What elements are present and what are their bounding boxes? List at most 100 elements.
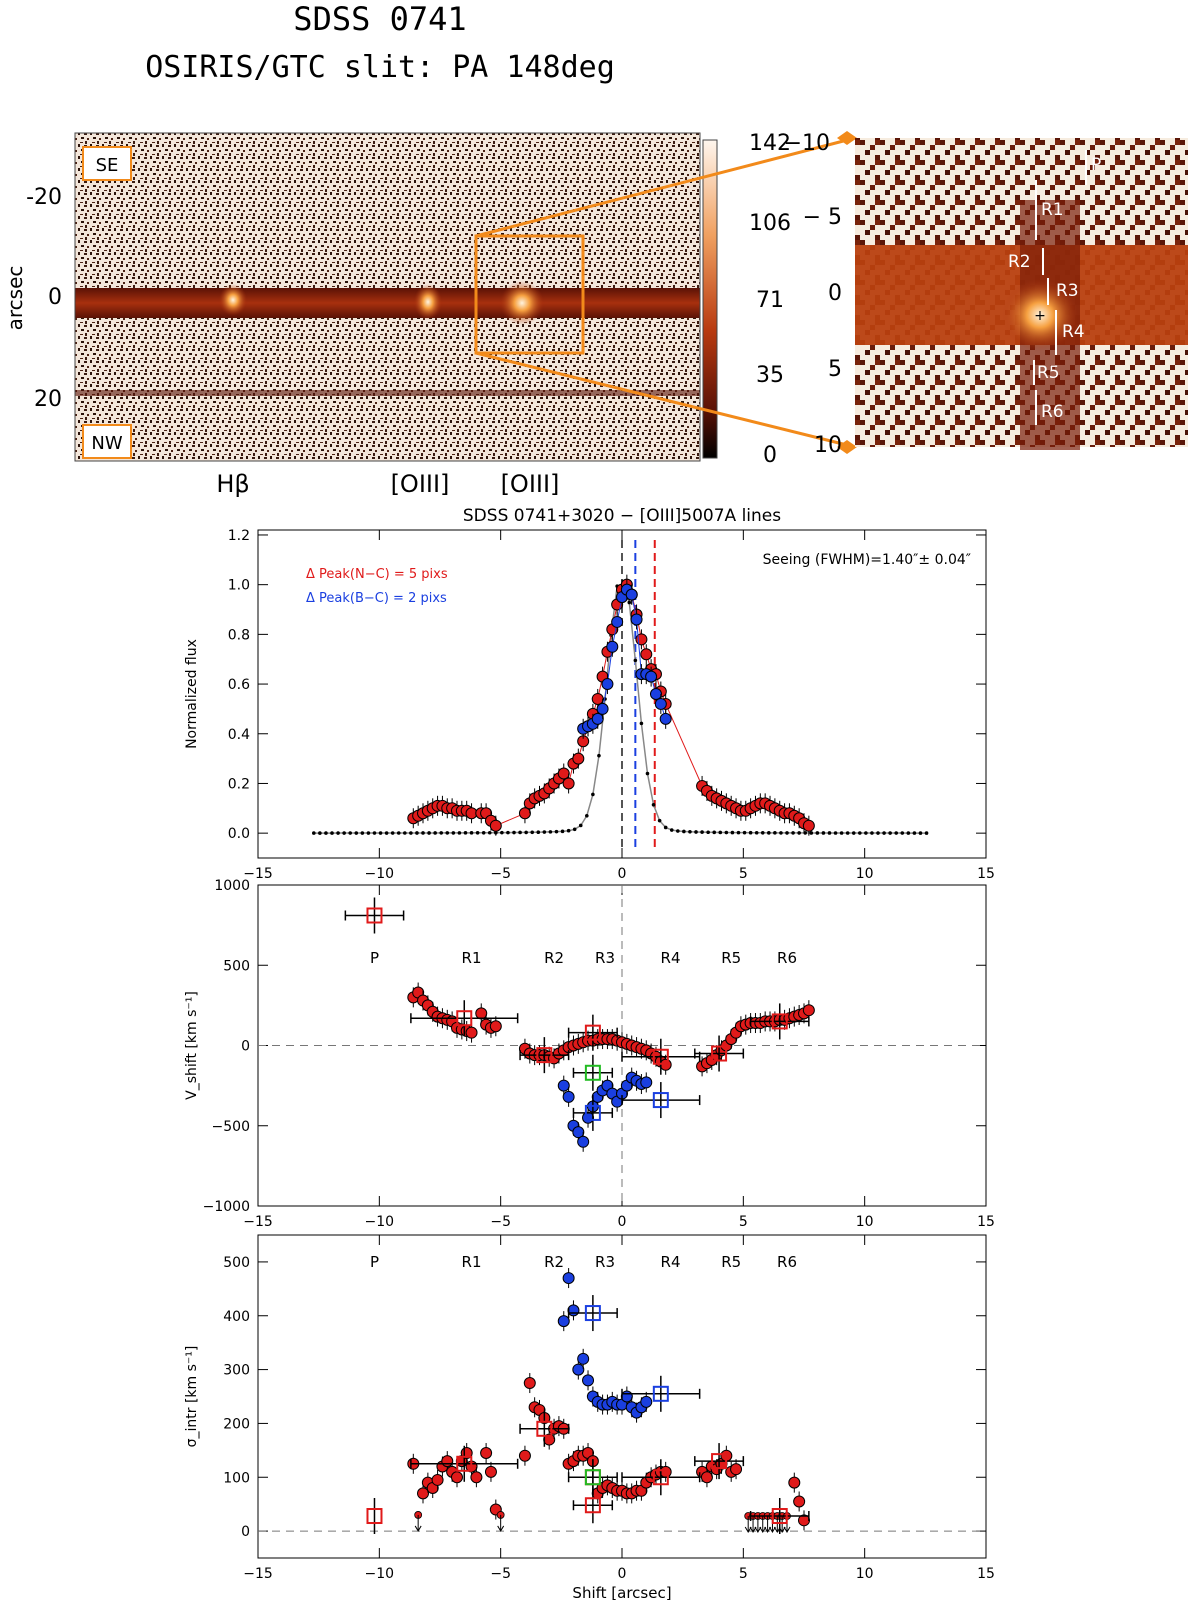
region-marker: [584, 1497, 601, 1514]
x-tick-label: 10: [856, 1566, 874, 1582]
x-tick-label: −10: [365, 866, 395, 882]
page-subtitle: OSIRIS/GTC slit: PA 148deg: [145, 50, 615, 85]
y-tick-label: 1000: [214, 878, 250, 894]
region-marker: [366, 1508, 383, 1525]
psf-point: [342, 831, 346, 835]
y-tick-label: 1.2: [228, 528, 250, 544]
psf-point: [372, 831, 377, 835]
psf-point: [518, 830, 522, 835]
x-tick-label: 0: [618, 1214, 627, 1230]
nucleus-marker: +: [1034, 308, 1046, 324]
region-marker: [771, 1013, 788, 1030]
zoom-ytick: − 5: [803, 205, 842, 230]
psf-point: [360, 831, 365, 835]
psf-point: [754, 830, 759, 835]
region-label-r5: R5: [1037, 363, 1060, 383]
connector-diamond-top: [837, 131, 857, 145]
vshift-panel: −15 −10 −5 0 5 10 15 −1000 −500 0 500 1000 V_shift […: [184, 878, 995, 1230]
psf-point: [682, 829, 686, 834]
psf-point: [506, 830, 510, 835]
continuum-band: [75, 288, 700, 318]
x-tick-label: 10: [856, 1214, 874, 1230]
psf-point: [797, 831, 801, 835]
zoom-panel: + −10 − 5 0 5 10 P R1 R2 R3 R4 R5 R6: [784, 131, 1188, 458]
region-label: R2: [544, 1253, 564, 1271]
region-marker: [456, 1455, 473, 1472]
psf-point: [639, 721, 644, 726]
psf-point: [560, 829, 565, 834]
sigma-panel: −15 −10 −5 0 5 10 15 0 100 200 300 400 500 σ_intr [km…: [184, 1234, 995, 1602]
region-marker: [584, 1104, 601, 1121]
psf-point: [888, 831, 892, 835]
psf-point: [354, 831, 359, 835]
psf-point: [906, 831, 911, 835]
psf-point: [876, 831, 880, 835]
y-tick-label: −500: [212, 1119, 250, 1135]
upper-limit-arrowhead: [497, 1525, 505, 1532]
data-point-broad: [659, 712, 672, 725]
y-tick-label: 0.8: [228, 627, 250, 643]
data-point-broad: [654, 697, 667, 710]
psf-point: [554, 829, 559, 834]
series-line-narrow: [413, 583, 810, 827]
psf-point: [663, 825, 668, 830]
region-label: R1: [462, 1253, 482, 1271]
x-tick-label: 15: [977, 1214, 995, 1230]
data-point-narrow: [659, 1465, 672, 1478]
se-label: SE: [96, 155, 119, 176]
x-tick-label: 0: [618, 1566, 627, 1582]
upper-limit-arrowhead: [744, 1526, 752, 1533]
y-tick-label: 0.6: [228, 677, 250, 693]
x-tick-label: −15: [243, 1566, 273, 1582]
psf-point: [348, 831, 353, 835]
se-label-box: [82, 146, 132, 181]
region-label: R4: [661, 949, 681, 967]
y-tick-label: 1.0: [228, 578, 250, 594]
data-point-narrow: [480, 1447, 493, 1460]
data-point-narrow: [475, 1007, 488, 1020]
y-tick-label: 200: [223, 1416, 250, 1432]
data-point-narrow: [730, 1463, 743, 1476]
region-marker: [536, 1420, 553, 1437]
colorbar-tick: 0: [763, 443, 777, 468]
data-point-broad: [645, 670, 658, 683]
region-label-p: P: [1091, 155, 1101, 175]
data-point-narrow: [441, 1455, 454, 1468]
psf-point: [724, 830, 729, 835]
region-marker: [652, 1048, 669, 1065]
annotation-seeing: Seeing (FWHM)=1.40″± 0.04″: [763, 552, 971, 568]
data-point-broad: [577, 1352, 590, 1365]
zoom-connector-top: [475, 136, 856, 238]
data-point-narrow: [788, 1476, 801, 1489]
region-marker: [584, 1024, 601, 1041]
psf-point: [396, 831, 401, 835]
psf-point: [566, 828, 571, 833]
psf-point: [748, 830, 753, 835]
data-point-narrow: [700, 1471, 713, 1484]
x-tick-label: −15: [243, 866, 273, 882]
x-tick-label: 5: [739, 1214, 748, 1230]
region-label: R5: [721, 1253, 741, 1271]
data-point-broad: [557, 1079, 570, 1092]
psf-point: [475, 831, 480, 835]
psf-point: [633, 658, 638, 663]
data-point-narrow: [557, 767, 570, 780]
region-marker: [652, 1385, 669, 1402]
psf-point: [900, 831, 905, 835]
data-point-narrow: [518, 807, 531, 820]
psf-point: [736, 830, 741, 835]
psf-point: [542, 830, 547, 834]
x-tick-label: −5: [490, 866, 511, 882]
y-tick-label: 500: [223, 1255, 250, 1271]
region-marker: [711, 1045, 728, 1062]
data-point-broad: [591, 712, 604, 725]
psf-point: [718, 830, 723, 835]
colorbar-tick: 71: [756, 288, 784, 313]
psf-point: [415, 831, 419, 835]
x-tick-label: −5: [490, 1214, 511, 1230]
data-point-broad: [562, 1090, 575, 1103]
upper-limit-arrowhead: [759, 1526, 767, 1533]
region-label: R6: [777, 1253, 797, 1271]
y-tick-label: 500: [223, 958, 250, 974]
psf-point: [809, 831, 814, 835]
